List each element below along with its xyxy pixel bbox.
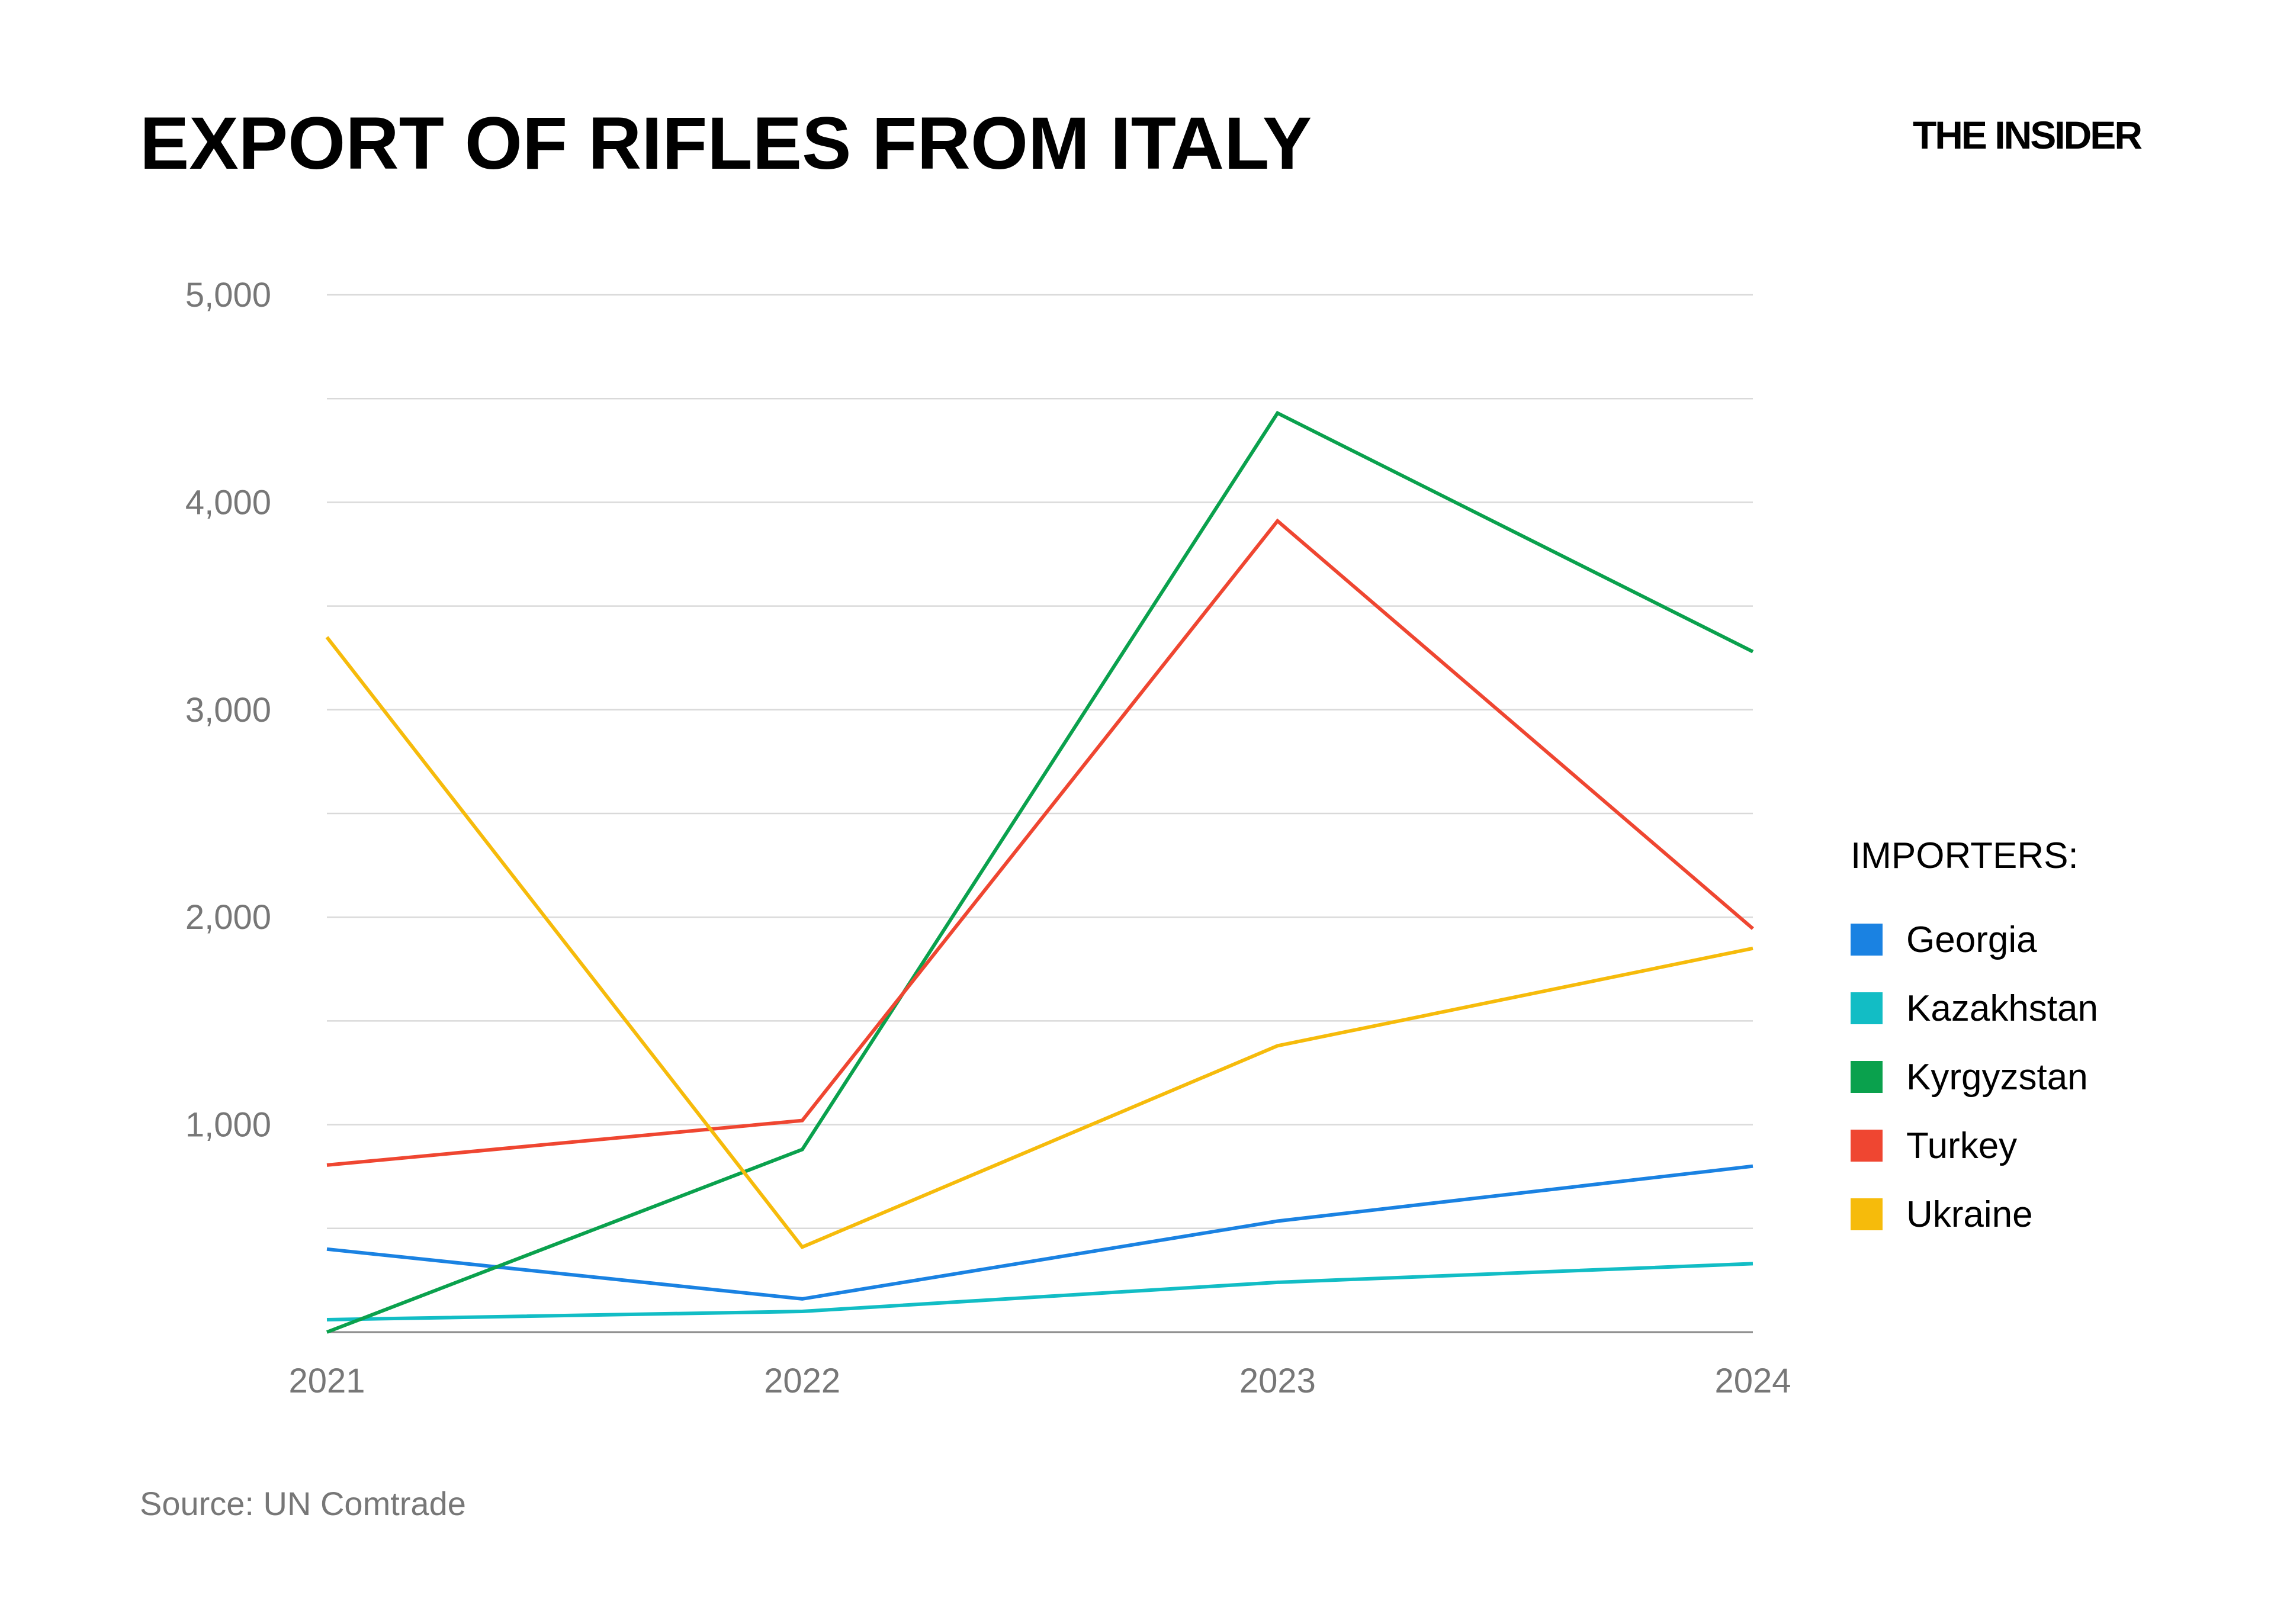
- legend-title: IMPORTERS:: [1851, 835, 2079, 876]
- legend-item-kazakhstan: Kazakhstan: [1851, 974, 2098, 1043]
- brand-logo: THE INSIDER: [1912, 113, 2143, 157]
- x-tick-label: 2023: [1239, 1362, 1316, 1400]
- legend-item-ukraine: Ukraine: [1851, 1180, 2098, 1249]
- y-tick-label: 1,000: [185, 1106, 271, 1144]
- y-axis-ticks: 1,000 2,000 3,000 4,000 5,000: [185, 276, 271, 1144]
- x-tick-label: 2022: [764, 1362, 840, 1400]
- legend-label: Turkey: [1906, 1125, 2018, 1166]
- legend: IMPORTERS: Georgia Kazakhstan Kyrgyzstan Tu…: [1851, 838, 2098, 1249]
- series-line-kazakhstan: [326, 1262, 1753, 1321]
- x-axis-ticks: 2021 2022 2023 2024: [288, 1362, 1791, 1400]
- legend-items: Georgia Kazakhstan Kyrgyzstan Turkey Ukraine: [1851, 905, 2098, 1249]
- x-tick-label: 2021: [288, 1362, 365, 1400]
- y-tick-label: 3,000: [185, 691, 271, 729]
- legend-item-georgia: Georgia: [1851, 905, 2098, 974]
- legend-swatch: [1851, 1198, 1883, 1230]
- legend-item-turkey: Turkey: [1851, 1111, 2098, 1180]
- legend-label: Ukraine: [1906, 1194, 2033, 1235]
- chart-title: EXPORT OF RIFLES FROM ITALY: [140, 102, 1312, 185]
- gridlines: [327, 294, 1753, 1230]
- series-line-turkey: [326, 518, 1754, 1167]
- series-line-kyrgyzstan: [326, 410, 1754, 1334]
- legend-label: Georgia: [1906, 919, 2037, 960]
- y-tick-label: 2,000: [185, 898, 271, 937]
- legend-swatch: [1851, 924, 1883, 956]
- legend-swatch: [1851, 1130, 1883, 1162]
- series-line-georgia: [326, 1164, 1753, 1301]
- legend-swatch: [1851, 992, 1883, 1024]
- y-tick-label: 4,000: [185, 483, 271, 522]
- legend-swatch: [1851, 1061, 1883, 1093]
- x-tick-label: 2024: [1714, 1362, 1791, 1400]
- series-line-ukraine: [325, 636, 1753, 1249]
- legend-label: Kazakhstan: [1906, 988, 2098, 1029]
- y-tick-label: 5,000: [185, 276, 271, 314]
- source-note: Source: UN Comtrade: [140, 1485, 466, 1522]
- legend-item-kyrgyzstan: Kyrgyzstan: [1851, 1043, 2098, 1111]
- series-lines: [325, 410, 1754, 1334]
- legend-label: Kyrgyzstan: [1906, 1056, 2088, 1098]
